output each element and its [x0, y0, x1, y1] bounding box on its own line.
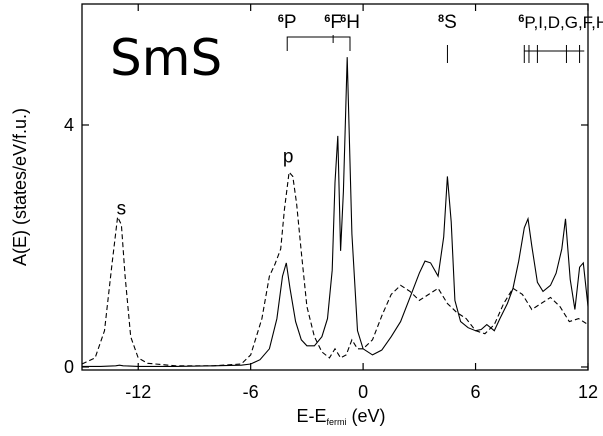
annotation-8s-sup: 8: [438, 13, 444, 25]
annotation-6p-main: P: [284, 12, 297, 33]
series-group: [81, 57, 589, 367]
x-axis-label-main: E-E: [296, 406, 326, 426]
annotation-6f: 6F: [324, 12, 342, 33]
x-tick-label: 12: [578, 382, 598, 402]
annotation-s: s: [117, 199, 127, 220]
annotation-6-multi-main: P,I,D,G,F,H: [524, 13, 603, 32]
annotation-6f-main: F: [330, 12, 342, 33]
annotation-6p-sup: 6: [278, 13, 284, 25]
x-axis-label-unit: (eV): [347, 406, 386, 426]
y-axis-label: A(E) (states/eV/f.u.): [10, 108, 30, 266]
x-axis-label: E-Efermi (eV): [296, 406, 385, 427]
y-tick-label: 4: [64, 115, 74, 135]
dashed-series-line: [81, 170, 589, 367]
chart-title: SmS: [110, 29, 222, 87]
annotation-6-multi: 6P,I,D,G,F,H: [518, 13, 603, 32]
annotation-6p: 6P: [278, 12, 297, 33]
plot-frame: [81, 3, 589, 371]
x-axis-label-subscript: fermi: [327, 417, 347, 427]
annotation-6h-sup: 6: [340, 13, 346, 25]
solid-series-line: [82, 57, 589, 367]
y-tick-label: 0: [64, 357, 74, 377]
annotation-8s: 8S: [438, 12, 457, 33]
axis-ticks: [82, 4, 589, 370]
x-tick-label: -6: [243, 382, 259, 402]
x-tick-label: 0: [358, 382, 368, 402]
tick-labels: -12 -6 0 6 12 0 4: [64, 115, 598, 402]
annotation-6h: 6H: [340, 12, 360, 33]
annotation-6h-main: H: [346, 12, 360, 33]
annotation-8s-main: S: [444, 12, 457, 33]
annotation-6f-sup: 6: [324, 13, 330, 25]
x-tick-label: 6: [471, 382, 481, 402]
x-tick-label: -12: [125, 382, 151, 402]
annotation-6-multi-sup: 6: [518, 13, 524, 25]
annotation-p: p: [283, 146, 294, 167]
bracket-6pfh: [286, 36, 351, 51]
